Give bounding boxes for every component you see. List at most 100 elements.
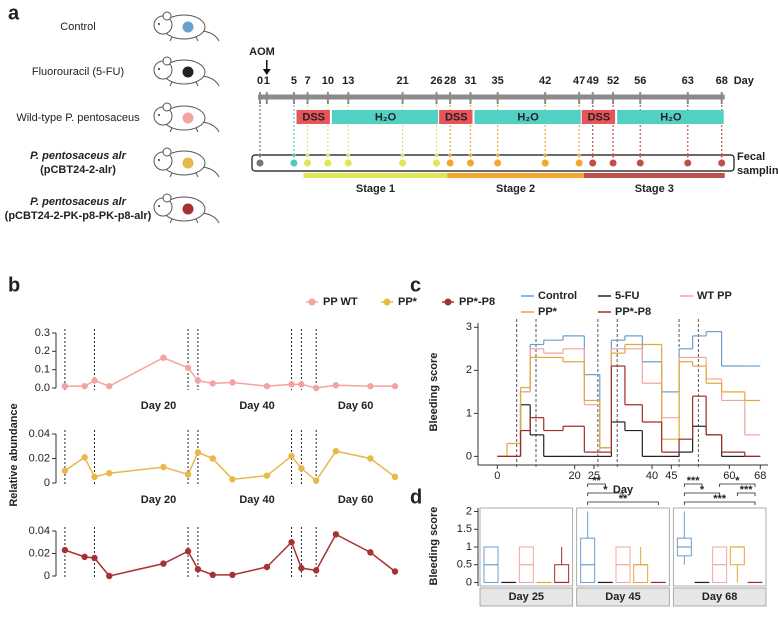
y-axis-label: Bleeding score [428, 353, 440, 432]
sampling-dot [589, 159, 597, 167]
day-label: 68 [716, 75, 728, 87]
series-point [367, 549, 374, 556]
day-label: 63 [682, 75, 694, 87]
series-point [184, 548, 192, 555]
facet-strip [479, 587, 574, 607]
series-point [81, 553, 88, 561]
series-line [64, 356, 395, 389]
mouse-tail [202, 30, 220, 42]
y-tick-label: 0 [44, 477, 50, 489]
sampling-arrowhead [291, 154, 297, 158]
facet-label: Day 25 [509, 591, 544, 603]
sampling-arrowhead [447, 154, 453, 158]
mouse-marker [182, 21, 194, 33]
series-point [106, 572, 113, 580]
facet-panel [576, 507, 670, 587]
legend-label: PP WT [323, 296, 358, 308]
sampling-arrowhead [467, 154, 473, 158]
series-point [263, 563, 271, 571]
y-tick-label: 0.04 [29, 428, 50, 440]
panel-label: c [410, 274, 421, 296]
fecal-label: sampling [737, 165, 778, 177]
treatment-label: H₂O [660, 111, 682, 123]
mouse-leg [169, 81, 173, 87]
series-point [298, 381, 305, 388]
series-point [209, 571, 216, 579]
mouse-leg [195, 36, 199, 42]
series-point [367, 455, 374, 462]
series-point [209, 380, 216, 387]
treatment-label: DSS [445, 111, 468, 123]
series-point [229, 379, 236, 386]
series-point [61, 382, 69, 390]
x-tick-label: Day 20 [141, 400, 176, 412]
legend-label: PP* [538, 306, 558, 318]
treatment-segment [581, 110, 616, 124]
significance-label: ** [592, 475, 601, 487]
treatment-segment [331, 110, 439, 124]
y-axis-label: Relative abundance [8, 403, 20, 506]
mouse-eye [158, 68, 160, 70]
mouse-eye [158, 23, 160, 25]
facet-strip [576, 587, 670, 607]
series-point [312, 384, 320, 392]
y-tick-label: 0.2 [35, 345, 50, 357]
y-tick-label: 0.1 [35, 364, 50, 376]
mouse-leg [195, 172, 199, 178]
x-tick-label: Day 60 [338, 400, 373, 412]
y-tick-label: 2 [466, 364, 472, 376]
series-point [194, 449, 202, 456]
sampling-dot [399, 159, 407, 167]
sampling-arrowhead [325, 154, 331, 158]
sampling-arrowhead [345, 154, 351, 158]
mouse-ear [162, 193, 172, 203]
mouse-marker [182, 112, 194, 124]
x-tick-label: 68 [754, 470, 766, 482]
x-tick-label: Day 40 [239, 494, 274, 506]
sampling-dot [541, 159, 549, 167]
y-tick-label: 0.0 [35, 382, 50, 394]
day-label: 56 [634, 75, 646, 87]
mouse-leg [169, 127, 173, 133]
sampling-dot [494, 159, 502, 167]
group-label: (pCBT24-2-alr) [40, 164, 116, 176]
sampling-dot [466, 159, 474, 167]
x-tick-label: 60 [723, 470, 735, 482]
sampling-dot [256, 159, 264, 167]
series-point [298, 465, 305, 472]
legend-label: PP*-P8 [615, 306, 651, 318]
aom-arrowhead [262, 69, 271, 75]
x-tick-label: 45 [665, 470, 677, 482]
sampling-dot [290, 159, 298, 167]
series-point [391, 568, 399, 575]
significance-bracket [587, 501, 659, 505]
mouse-eye [158, 205, 160, 207]
y-tick-label: 0.04 [29, 525, 50, 537]
series-point [91, 377, 98, 384]
panel-label: b [8, 274, 20, 296]
day-label: 21 [396, 75, 408, 87]
facet-panel [672, 507, 767, 587]
sampling-arrowhead [305, 154, 311, 158]
series-point [332, 447, 340, 455]
series-point [91, 473, 98, 481]
significance-bracket [683, 492, 721, 496]
facet-panel [479, 507, 574, 587]
sampling-dot [304, 159, 312, 167]
treatment-label: DSS [588, 111, 611, 123]
legend-label: Control [538, 290, 577, 302]
sampling-arrowhead [576, 154, 582, 158]
mouse-leg [169, 36, 173, 42]
significance-bracket [587, 492, 624, 496]
panel-label: a [8, 2, 20, 24]
series-line [64, 450, 396, 482]
sampling-arrowhead [610, 154, 616, 158]
stage-bar [583, 173, 725, 178]
sampling-dot [684, 159, 692, 167]
group-label: Fluorouracil (5-FU) [32, 66, 124, 78]
group-label: (pCBT24-2-PK-p8-PK-p8-alr) [5, 210, 152, 222]
significance-bracket [719, 483, 756, 487]
day-label: 49 [587, 75, 599, 87]
day-label: 52 [607, 75, 619, 87]
